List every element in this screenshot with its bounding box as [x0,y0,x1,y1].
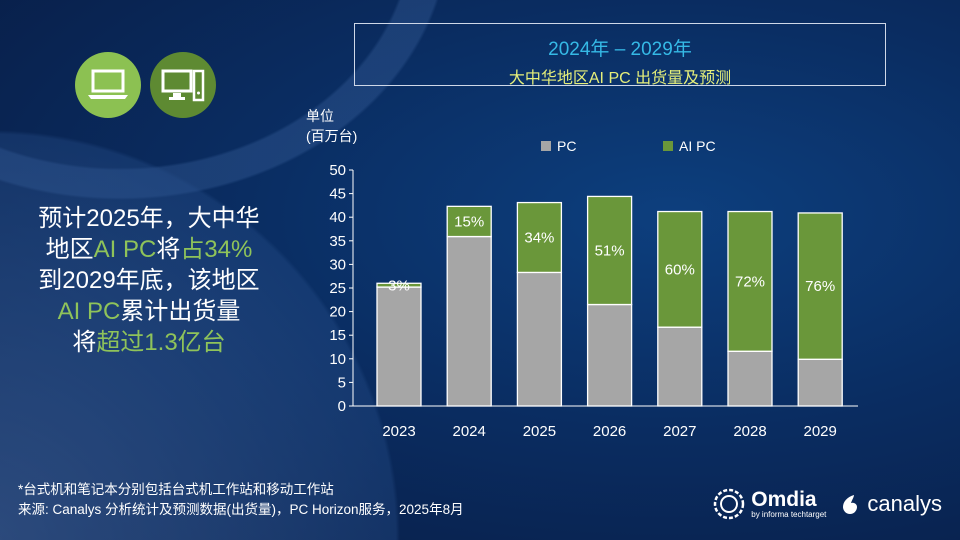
data-label: 76% [805,278,835,295]
headline-text: 到2029年底，该地区 [38,267,260,294]
omdia-subtext: by informa techtarget [751,509,827,519]
canalys-text: canalys [867,491,942,516]
x-tick-label: 2027 [663,423,696,440]
canalys-logo: canalys [840,491,942,517]
y-tick-label: 30 [329,256,346,273]
headline-text: 累计出货量 [120,298,241,325]
bar-ai-pc [727,210,773,352]
bar-ai-pc [376,282,422,288]
y-tick-label: 20 [329,304,346,321]
y-tick-label: 45 [329,186,346,203]
headline-highlight: AI PC [93,236,157,263]
laptop-icon [75,52,141,118]
x-tick-label: 2023 [382,423,415,440]
y-tick-label: 35 [329,233,346,250]
omdia-mark-icon [714,488,745,520]
bar-ai-pc [446,205,492,238]
data-label: 72% [735,273,765,290]
legend-label: AI PC [679,138,716,154]
bar-pc [376,286,422,407]
chart-title: 2024年 – 2029年 [548,39,692,60]
footer: *台式机和笔记本分别包括台式机工作站和移动工作站 来源: Canalys 分析统… [18,480,658,520]
data-label: 51% [595,242,625,259]
y-tick-label: 25 [329,280,346,297]
bar-pc [797,358,843,407]
x-tick-label: 2029 [804,423,837,440]
omdia-logo: Omdia by informa techtarget [712,487,826,521]
headline: 预计2025年，大中华 地区AI PC将占34% 到2029年底，该地区 AI … [18,203,280,358]
headline-text: 地区 [45,236,94,263]
data-label: 60% [665,261,695,278]
bar-pc [727,350,773,407]
unit-label: 单位 (百万台) [306,106,357,146]
bar-pc [516,271,563,407]
legend-swatch [541,141,551,151]
data-label: 34% [524,229,554,246]
bar-ai-pc [516,201,563,274]
headline-highlight: AI PC [57,298,121,325]
headline-text: 将 [156,236,181,263]
unit-line: (百万台) [306,128,358,144]
bar-ai-pc [586,195,633,306]
footnote: *台式机和笔记本分别包括台式机工作站和移动工作站 [18,482,334,497]
legend-label: PC [557,138,576,154]
logos: Omdia by informa techtarget canalys [712,487,942,521]
y-tick-label: 5 [338,374,346,391]
x-tick-label: 2024 [453,423,486,440]
bar-pc [446,235,492,407]
bar-pc [657,326,703,407]
unit-line: 单位 [306,108,334,124]
canalys-mark-icon [843,495,858,514]
chart-title-box: 2024年 – 2029年 大中华地区AI PC 出货量及预测 [354,23,886,87]
y-tick-label: 0 [338,398,346,415]
data-label: 15% [454,213,484,230]
chart-subtitle: 大中华地区AI PC 出货量及预测 [508,70,732,87]
desktop-icon [150,52,216,118]
data-label: 3% [388,277,410,294]
x-tick-label: 2026 [593,423,626,440]
x-tick-label: 2025 [523,423,556,440]
y-tick-label: 40 [329,209,346,226]
y-tick-label: 15 [329,327,346,344]
x-tick-label: 2028 [733,423,766,440]
y-tick-label: 50 [329,162,346,179]
headline-highlight: 占34% [180,236,253,263]
y-tick-label: 10 [329,351,346,368]
bar-ai-pc [797,212,843,360]
headline-text: 预计2025年，大中华 [38,205,260,232]
legend-swatch [663,141,673,151]
source: 来源: Canalys 分析统计及预测数据(出货量)，PC Horizon服务，… [18,502,464,517]
omdia-text: Omdia [751,487,817,511]
headline-highlight: 超过1.3亿台 [96,329,226,356]
bar-pc [586,303,633,407]
bar-ai-pc [657,210,703,328]
headline-text: 将 [72,329,97,356]
